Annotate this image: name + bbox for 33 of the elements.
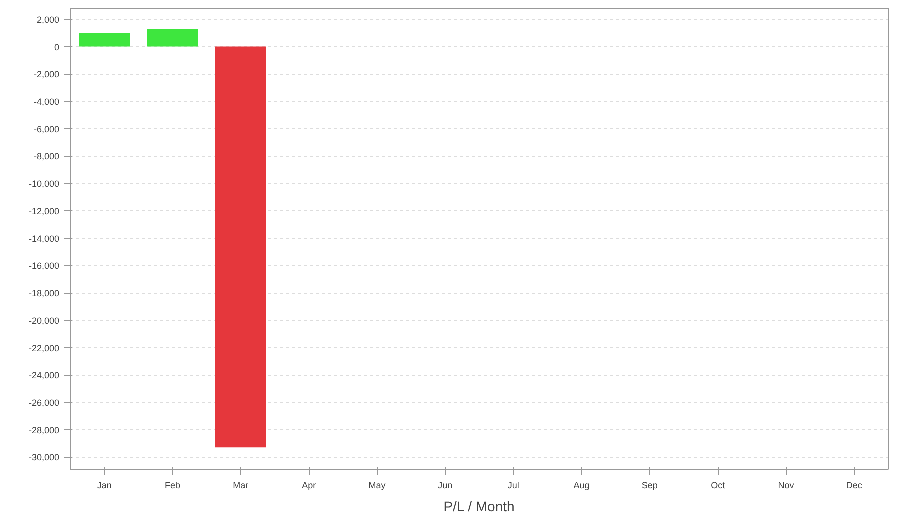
x-tick-label: Aug <box>574 480 590 490</box>
x-tick-label: Dec <box>846 480 863 490</box>
y-tick-label: -10,000 <box>28 179 60 190</box>
x-tick-label: May <box>368 480 386 490</box>
x-tick-label: Apr <box>302 480 316 490</box>
y-tick-label: -14,000 <box>28 234 60 244</box>
x-tick-label: Sep <box>642 480 658 490</box>
y-tick-label: -18,000 <box>28 288 60 299</box>
y-tick-label: -30,000 <box>28 452 60 463</box>
y-tick-label: -6,000 <box>34 124 60 134</box>
x-tick-label: Jul <box>508 480 520 490</box>
x-tick-label: Jan <box>97 480 112 490</box>
x-tick-label: Feb <box>164 480 181 490</box>
x-tick-label: Oct <box>711 480 726 490</box>
y-tick-label: -8,000 <box>34 152 60 162</box>
y-tick-label: -12,000 <box>28 206 60 216</box>
y-tick-label: -26,000 <box>28 398 60 408</box>
bar <box>215 46 266 448</box>
y-tick-label: -2,000 <box>34 70 60 80</box>
x-axis-title: P/L / Month <box>444 498 515 514</box>
y-tick-label: -16,000 <box>28 261 60 272</box>
x-tick-label: Nov <box>778 480 795 490</box>
y-tick-label: 0 <box>54 42 60 52</box>
x-tick-label: Jun <box>438 480 453 490</box>
y-tick-label: -22,000 <box>28 343 60 354</box>
y-tick-label: 2,000 <box>36 14 60 25</box>
y-tick-label: -28,000 <box>28 425 60 436</box>
bar <box>147 29 198 47</box>
y-tick-label: -20,000 <box>28 316 60 326</box>
y-tick-label: -4,000 <box>34 97 60 108</box>
bar <box>79 33 130 47</box>
x-tick-label: Mar <box>233 480 249 490</box>
y-tick-label: -24,000 <box>28 370 60 381</box>
